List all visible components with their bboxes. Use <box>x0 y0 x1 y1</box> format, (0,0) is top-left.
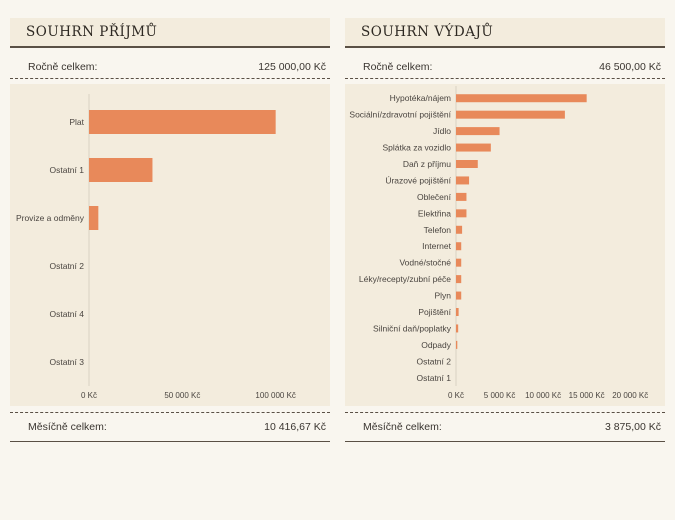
income-bar <box>89 158 153 182</box>
income-annual-value: 125 000,00 Kč <box>258 61 326 73</box>
income-monthly-value: 10 416,67 Kč <box>264 421 326 433</box>
expense-header: SOUHRN VÝDAJŮ <box>345 18 665 48</box>
expense-category-label: Silniční daň/poplatky <box>373 323 452 333</box>
expense-bar <box>456 160 478 168</box>
income-x-tick-label: 0 Kč <box>81 391 97 400</box>
expense-category-label: Léky/recepty/zubní péče <box>359 274 451 284</box>
expense-bar <box>456 340 458 349</box>
expense-monthly-value: 3 875,00 Kč <box>604 421 661 433</box>
income-category-label: Ostatní 2 <box>50 261 85 271</box>
expense-x-tick-label: 10 000 Kč <box>525 391 561 400</box>
expense-bar <box>456 110 565 119</box>
expense-x-tick-label: 5 000 Kč <box>484 391 516 400</box>
expense-category-label: Odpady <box>421 340 452 350</box>
income-bar <box>89 110 276 134</box>
expense-summary-panel: SOUHRN VÝDAJŮ Ročně celkem: 46 500,00 Kč… <box>345 18 665 442</box>
expense-category-label: Elektřina <box>418 208 451 218</box>
expense-category-label: Sociální/zdravotní pojištění <box>349 110 451 120</box>
expense-monthly-label: Měsíčně celkem: <box>363 421 442 433</box>
expense-category-label: Daň z příjmu <box>403 159 451 169</box>
expense-bar-chart: Hypotéka/nájem Sociální/zdravotní pojiště… <box>349 86 648 400</box>
expense-category-label: Vodné/stočné <box>399 258 451 268</box>
income-category-label: Ostatní 3 <box>50 357 85 367</box>
expense-bar <box>456 127 500 136</box>
income-category-label: Plat <box>69 117 84 127</box>
income-title: SOUHRN PŘÍJMŮ <box>26 24 158 40</box>
expense-bar <box>456 176 470 185</box>
expense-category-label: Plyn <box>434 291 451 301</box>
income-category-label: Provize a odměny <box>16 213 85 223</box>
income-monthly-row: Měsíčně celkem: 10 416,67 Kč <box>10 412 330 442</box>
expense-bar <box>456 192 467 201</box>
expense-category-label: Internet <box>422 241 451 251</box>
expense-x-tick-label: 20 000 Kč <box>612 391 648 400</box>
expense-category-label: Splátka za vozidlo <box>382 143 451 153</box>
expense-x-tick-label: 15 000 Kč <box>569 391 605 400</box>
income-category-label: Ostatní 1 <box>50 165 85 175</box>
expense-bar <box>456 143 491 152</box>
income-annual-row: Ročně celkem: 125 000,00 Kč <box>10 56 330 79</box>
expense-x-tick-label: 0 Kč <box>448 391 464 400</box>
expense-category-label: Oblečení <box>417 192 452 202</box>
income-bar <box>89 206 99 230</box>
income-x-tick-label: 50 000 Kč <box>164 391 200 400</box>
expense-bar <box>456 324 459 333</box>
expense-bar <box>456 242 462 251</box>
expense-category-label: Ostatní 1 <box>417 373 452 383</box>
expense-bar <box>456 94 587 103</box>
income-monthly-label: Měsíčně celkem: <box>28 421 107 433</box>
expense-monthly-row: Měsíčně celkem: 3 875,00 Kč <box>345 412 665 442</box>
expense-bar <box>456 275 462 284</box>
expense-bar <box>456 225 463 234</box>
income-annual-label: Ročně celkem: <box>28 61 98 73</box>
income-x-tick-label: 100 000 Kč <box>255 391 295 400</box>
expense-category-label: Jídlo <box>433 126 451 136</box>
income-category-label: Ostatní 4 <box>50 309 85 319</box>
expense-bar <box>456 209 467 218</box>
income-header: SOUHRN PŘÍJMŮ <box>10 18 330 48</box>
expense-category-label: Telefon <box>424 225 452 235</box>
expense-annual-label: Ročně celkem: <box>363 61 433 73</box>
expense-annual-row: Ročně celkem: 46 500,00 Kč <box>345 56 665 79</box>
expense-category-label: Hypotéka/nájem <box>390 93 451 103</box>
expense-title: SOUHRN VÝDAJŮ <box>361 24 494 40</box>
income-bar-chart: Plat Ostatní 1 Provize a odměny Ostatní 2 Os… <box>16 94 296 400</box>
income-summary-panel: SOUHRN PŘÍJMŮ Ročně celkem: 125 000,00 K… <box>10 18 330 442</box>
expense-bar <box>456 291 462 300</box>
income-chart: Plat Ostatní 1 Provize a odměny Ostatní 2 Os… <box>10 84 330 406</box>
expense-annual-value: 46 500,00 Kč <box>599 61 661 73</box>
expense-chart: Hypotéka/nájem Sociální/zdravotní pojiště… <box>345 84 665 406</box>
expense-category-label: Úrazové pojištění <box>385 175 451 185</box>
expense-category-label: Ostatní 2 <box>417 356 452 366</box>
expense-bar <box>456 258 462 267</box>
expense-category-label: Pojištění <box>418 307 451 317</box>
expense-bar <box>456 308 459 316</box>
